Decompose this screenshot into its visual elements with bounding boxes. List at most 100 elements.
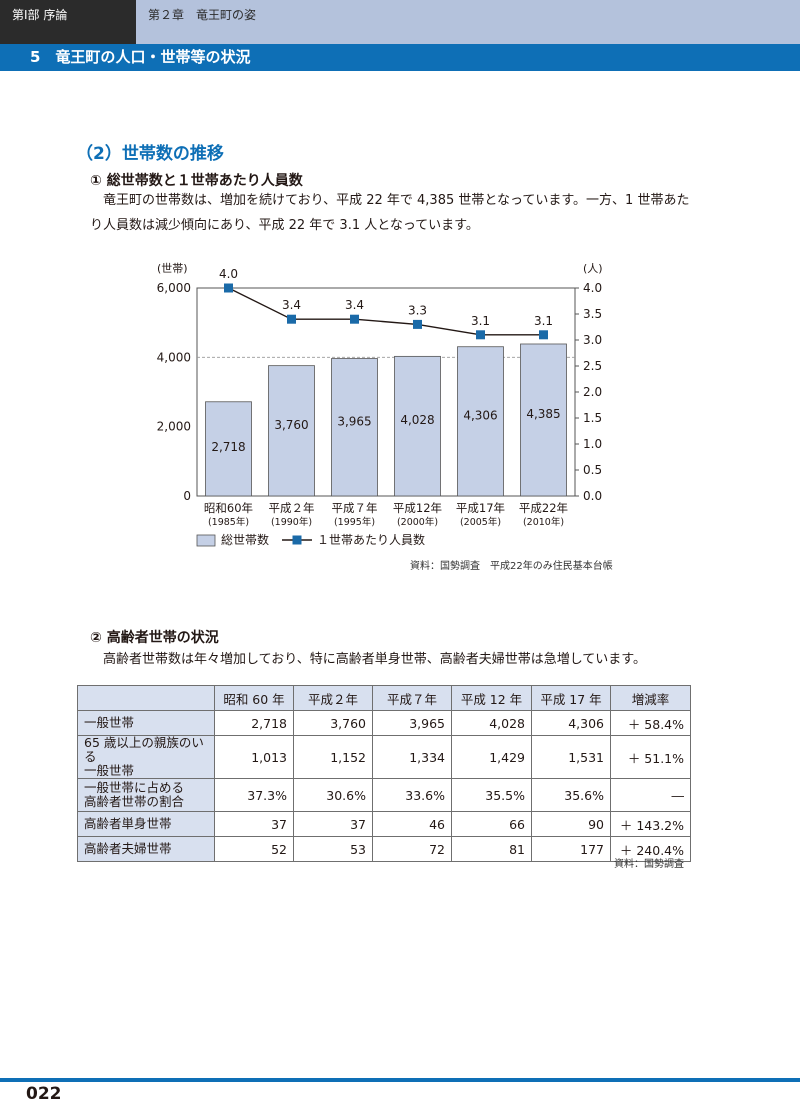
paragraph-elderly: 高齢者世帯数は年々増加しており、特に高齢者単身世帯、高齢者夫婦世帯は急増していま… xyxy=(103,652,647,667)
table-cell: 33.6% xyxy=(372,778,452,812)
part-label: 第Ⅰ部 序論 xyxy=(0,0,136,44)
page-number: 022 xyxy=(26,1084,62,1104)
row-label-line: 一般世帯 xyxy=(84,763,135,778)
bar-value-label: 4,306 xyxy=(463,408,497,422)
table-cell: 72 xyxy=(372,836,452,862)
table-cell: ― xyxy=(610,778,691,812)
footer-rule xyxy=(0,1078,800,1082)
table-cell: 52 xyxy=(214,836,294,862)
legend-bar-swatch xyxy=(196,534,216,547)
row-label: 高齢者単身世帯 xyxy=(77,811,215,837)
bar-value-label: 3,760 xyxy=(274,418,308,432)
bar xyxy=(520,343,567,497)
right-tick-label: 2.5 xyxy=(583,359,602,373)
row-label-line: 高齢者夫婦世帯 xyxy=(84,841,172,856)
bar-value-label: 4,028 xyxy=(400,413,434,427)
chapter-label: 第２章 竜王町の姿 xyxy=(148,8,257,22)
right-tick-label: 3.5 xyxy=(583,307,602,321)
x-tick-sublabel: (1985年) xyxy=(208,516,249,528)
row-label: 65 歳以上の親族のいる 一般世帯 xyxy=(77,735,215,779)
legend-line-marker xyxy=(292,535,302,545)
table-row: 高齢者単身世帯 37 37 46 66 90 ＋ 143.2% xyxy=(77,811,691,837)
right-axis-unit: (人) xyxy=(583,262,603,275)
table-cell: 53 xyxy=(293,836,373,862)
line-value-label: 3.1 xyxy=(471,314,490,328)
table-cell: 2,718 xyxy=(214,710,294,736)
table-cell: 66 xyxy=(451,811,532,837)
line-marker xyxy=(224,283,233,293)
row-label: 高齢者夫婦世帯 xyxy=(77,836,215,862)
section-title: 5 竜王町の人口・世帯等の状況 xyxy=(0,44,800,71)
table-header-cell xyxy=(77,685,215,711)
household-chart: 0 2,000 4,000 6,000 (世帯) 0.0 0.5 1.0 1.5 2.0 2.5 3.… xyxy=(157,262,603,547)
right-tick-label: 1.5 xyxy=(583,411,602,425)
line-value-label: 3.3 xyxy=(408,303,427,317)
right-tick-label: 2.0 xyxy=(583,385,602,399)
table-cell: 3,965 xyxy=(372,710,452,736)
line-value-label: 4.0 xyxy=(219,267,238,281)
row-label-line: 65 歳以上の親族のいる xyxy=(84,735,204,764)
table-cell: 37 xyxy=(214,811,294,837)
bar-value-label: 3,965 xyxy=(337,414,371,428)
line-value-label: 3.4 xyxy=(345,298,364,312)
table-cell: 1,152 xyxy=(293,735,373,779)
table-cell: 30.6% xyxy=(293,778,373,812)
left-tick-label: 4,000 xyxy=(157,350,191,364)
table-row: 一般世帯に占める 高齢者世帯の割合 37.3% 30.6% 33.6% 35.5% 35.6… xyxy=(77,778,691,812)
table-header-cell: 増減率 xyxy=(610,685,691,711)
table-cell: 37.3% xyxy=(214,778,294,812)
x-tick-label: 平成12年 xyxy=(393,501,442,515)
x-tick-label: 平成２年 xyxy=(269,501,315,515)
x-tick-sublabel: (1995年) xyxy=(334,516,375,528)
chart-source: 資料：国勢調査 平成22年のみ住民基本台帳 xyxy=(410,561,613,572)
table-cell: 81 xyxy=(451,836,532,862)
table-source: 資料：国勢調査 xyxy=(614,859,684,870)
table-cell: 35.5% xyxy=(451,778,532,812)
row-label: 一般世帯に占める 高齢者世帯の割合 xyxy=(77,778,215,812)
left-tick-label: 2,000 xyxy=(157,420,191,434)
table-row: 高齢者夫婦世帯 52 53 72 81 177 ＋ 240.4% xyxy=(77,836,691,862)
table-cell: 46 xyxy=(372,811,452,837)
x-tick-label: 平成17年 xyxy=(456,501,505,515)
table-cell: 1,429 xyxy=(451,735,532,779)
row-label-line: 一般世帯 xyxy=(84,715,135,730)
table-cell: 177 xyxy=(531,836,611,862)
left-axis-unit: (世帯) xyxy=(157,262,188,275)
line-marker xyxy=(476,330,485,340)
table-cell: 37 xyxy=(293,811,373,837)
table-cell: 4,306 xyxy=(531,710,611,736)
subheading-elderly-households: ② 高齢者世帯の状況 xyxy=(90,630,219,646)
table-row: 65 歳以上の親族のいる 一般世帯 1,013 1,152 1,334 1,429 1,53… xyxy=(77,735,691,779)
line-marker xyxy=(539,330,548,340)
table-cell: 1,013 xyxy=(214,735,294,779)
table-cell: 1,334 xyxy=(372,735,452,779)
row-label-line: 高齢者世帯の割合 xyxy=(84,794,185,809)
heading-household-trend: （2）世帯数の推移 xyxy=(76,144,224,164)
table-cell: ＋ 143.2% xyxy=(610,811,691,837)
row-label-line: 一般世帯に占める xyxy=(84,780,185,795)
left-tick-label: 6,000 xyxy=(157,281,191,295)
table-cell: 35.6% xyxy=(531,778,611,812)
table-cell: ＋ 240.4% xyxy=(610,836,691,862)
row-label: 一般世帯 xyxy=(77,710,215,736)
table-header-cell: 平成２年 xyxy=(293,685,373,711)
table-cell: ＋ 51.1% xyxy=(610,735,691,779)
x-tick-label: 平成７年 xyxy=(332,501,378,515)
bar xyxy=(205,401,252,497)
line-value-label: 3.4 xyxy=(282,298,301,312)
table-row: 一般世帯 2,718 3,760 3,965 4,028 4,306 ＋ 58.4% xyxy=(77,710,691,736)
table-cell: 4,028 xyxy=(451,710,532,736)
right-tick-label: 4.0 xyxy=(583,281,602,295)
bar xyxy=(268,365,315,497)
paragraph-households: 竜王町の世帯数は、増加を続けており、平成 22 年で 4,385 世帯となってい… xyxy=(90,193,690,233)
series-line xyxy=(228,287,544,336)
table-header-cell: 昭和 60 年 xyxy=(214,685,294,711)
x-tick-sublabel: (1990年) xyxy=(271,516,312,528)
right-tick-label: 1.0 xyxy=(583,437,602,451)
legend-line-label: １世帯あたり人員数 xyxy=(317,532,425,547)
x-tick-sublabel: (2000年) xyxy=(397,516,438,528)
line-value-label: 3.1 xyxy=(534,314,553,328)
left-tick-label: 0 xyxy=(183,489,191,503)
bar xyxy=(457,346,504,497)
legend-bar-label: 総世帯数 xyxy=(221,532,269,547)
